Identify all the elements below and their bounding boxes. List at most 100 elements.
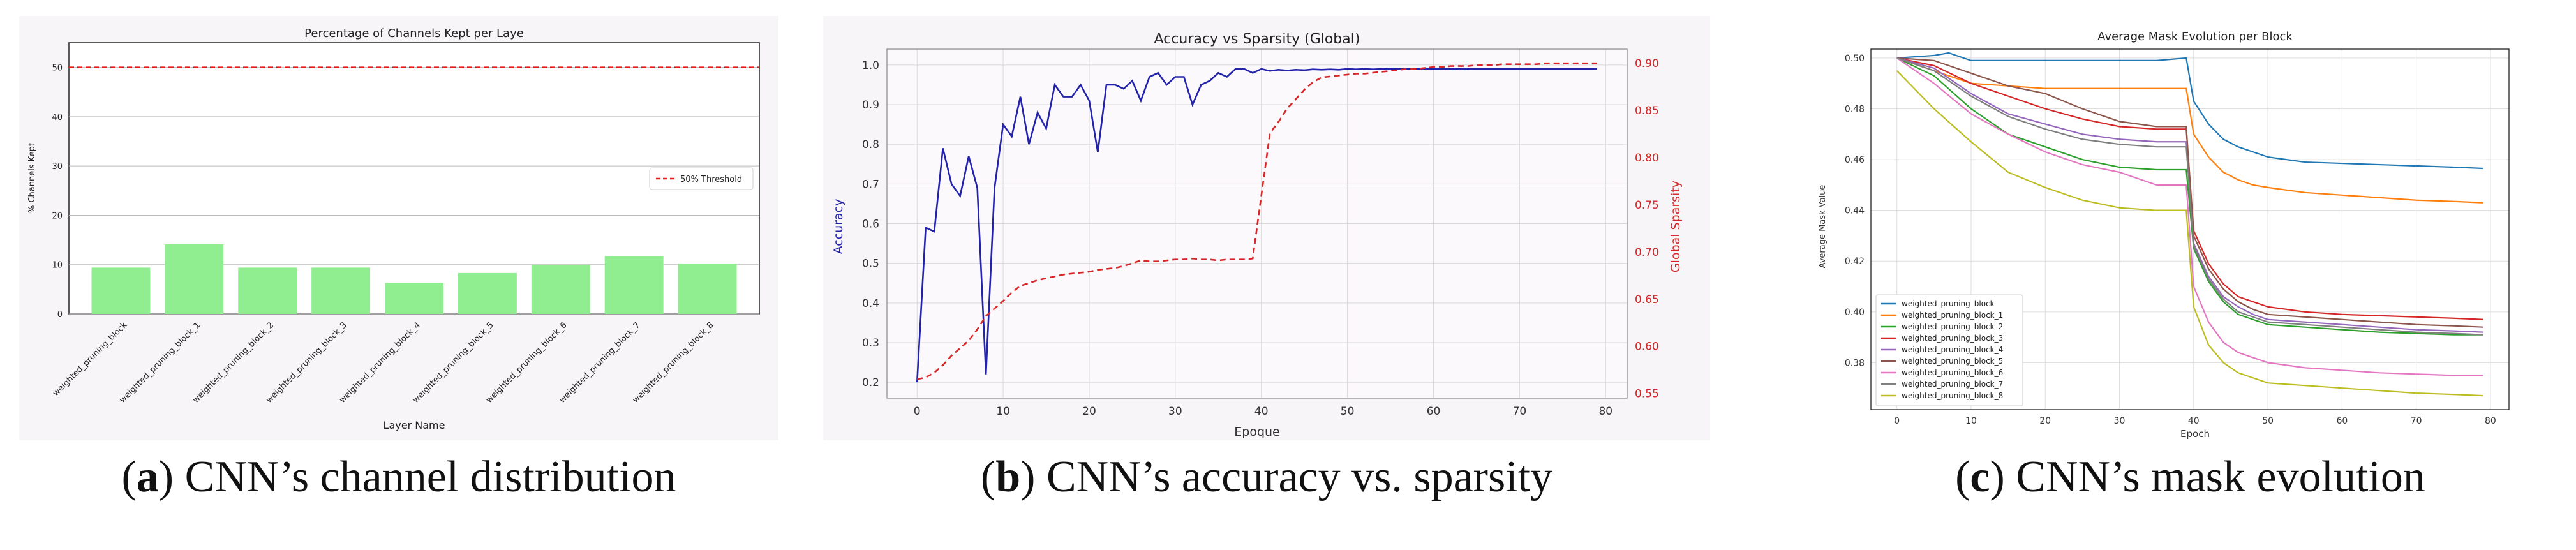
y-right-tick-label: 0.80 (1635, 152, 1659, 165)
y-tick-label: 0.7 (862, 178, 879, 191)
x-tick-label: 60 (1427, 405, 1441, 418)
x-tick-label: 10 (996, 405, 1010, 418)
x-tick-label: 20 (1082, 405, 1096, 418)
x-tick-label: 30 (1168, 405, 1182, 418)
y-tick-label: 0.9 (862, 99, 879, 112)
series-line (1896, 57, 2483, 336)
x-tick-label: 40 (2188, 416, 2200, 426)
y-tick-label: 10 (52, 261, 63, 271)
chart-a-legend: 50% Threshold (649, 167, 754, 190)
caption-c: (c) CNN’s mask evolution (1955, 452, 2425, 502)
x-tick-label: 40 (1254, 405, 1269, 418)
bar (678, 264, 737, 314)
legend-label: weighted_pruning_block_5 (1902, 357, 2003, 366)
bar (91, 267, 151, 314)
chart-b-title: Accuracy vs Sparsity (Global) (1154, 31, 1360, 47)
y-right-tick-label: 0.90 (1635, 57, 1659, 70)
y-tick-label: 0.38 (1845, 358, 1865, 368)
series-line (1896, 70, 2483, 397)
y-tick-label: 30 (52, 162, 63, 172)
chart-c-title: Average Mask Evolution per Block (2097, 30, 2293, 43)
series-line (1896, 57, 2483, 376)
y-tick-label: 0.6 (862, 218, 879, 231)
x-tick-label: 20 (2039, 416, 2051, 426)
chart-a-ylabel: % Channels Kept (27, 143, 37, 213)
caption-a: (a) CNN’s channel distribution (121, 452, 676, 502)
panel-c: Average Mask Evolution per Block Epoch A… (1812, 16, 2568, 440)
y-tick-label: 20 (52, 211, 63, 221)
caption-b-letter: b (995, 452, 1021, 502)
x-tick-label: 0 (1894, 416, 1900, 426)
y-tick-label: 1.0 (862, 59, 879, 72)
y-right-tick-label: 0.65 (1635, 294, 1659, 306)
x-tick-label: 70 (2411, 416, 2422, 426)
y-tick-label: 0.50 (1845, 54, 1865, 64)
y-tick-label: 0.44 (1845, 206, 1865, 216)
x-tick-label: 0 (914, 405, 921, 418)
y-tick-label: 0.46 (1845, 155, 1865, 165)
legend-label: weighted_pruning_block_7 (1902, 380, 2003, 389)
legend-box (1875, 294, 2023, 406)
chart-b-ylabel-right: Global Sparsity (1669, 181, 1683, 272)
series-line (1896, 57, 2483, 320)
panel-a: Percentage of Channels Kept per Laye Lay… (19, 16, 778, 440)
y-tick-label: 0.4 (862, 297, 879, 310)
y-tick-label: 0.5 (862, 258, 879, 271)
x-tick-label: 70 (1513, 405, 1527, 418)
x-tick-label: 80 (2485, 416, 2496, 426)
series-line (1896, 57, 2483, 204)
accuracy-line (916, 68, 1597, 383)
chart-c-legend: weighted_pruning_block weighted_pruning_b… (1875, 294, 2023, 406)
caption-b-text: CNN’s accuracy vs. sparsity (1046, 452, 1553, 502)
x-tick-label: 10 (1965, 416, 1977, 426)
legend-label: weighted_pruning_block_3 (1902, 334, 2003, 343)
legend-label: weighted_pruning_block_2 (1902, 322, 2003, 331)
caption-c-text: CNN’s mask evolution (2016, 452, 2425, 502)
y-tick-label: 0.42 (1845, 256, 1865, 267)
y-tick-label: 0.48 (1845, 105, 1865, 115)
bar (458, 272, 517, 314)
chart-a: Percentage of Channels Kept per Laye Lay… (19, 16, 778, 440)
x-tick-label: 50 (1341, 405, 1355, 418)
y-right-tick-label: 0.60 (1635, 341, 1659, 353)
panel-b: Accuracy vs Sparsity (Global) Epoque Acc… (823, 16, 1710, 440)
caption-a-text: CNN’s channel distribution (184, 452, 676, 502)
y-tick-label: 0.40 (1845, 308, 1865, 318)
chart-b-xlabel: Epoque (1234, 425, 1279, 439)
series-line (1896, 57, 2483, 328)
y-right-tick-label: 0.55 (1635, 388, 1659, 401)
legend-label: weighted_pruning_block_4 (1902, 345, 2003, 354)
y-right-tick-label: 0.85 (1635, 105, 1659, 117)
caption-c-letter: c (1970, 452, 1990, 502)
caption-a-letter: a (136, 452, 159, 502)
caption-b: (b) CNN’s accuracy vs. sparsity (980, 452, 1553, 502)
bar (604, 256, 664, 314)
y-tick-label: 0.2 (862, 376, 879, 389)
y-tick-label: 50 (52, 64, 63, 73)
x-tick-label: 30 (2114, 416, 2126, 426)
chart-a-xlabel: Layer Name (383, 419, 445, 431)
chart-a-title: Percentage of Channels Kept per Laye (304, 27, 524, 40)
legend-label: weighted_pruning_block_6 (1902, 368, 2003, 377)
bar (531, 265, 590, 314)
chart-b: Accuracy vs Sparsity (Global) Epoque Acc… (823, 16, 1710, 440)
chart-c: Average Mask Evolution per Block Epoch A… (1812, 16, 2568, 440)
bar (238, 267, 297, 314)
bar (311, 267, 371, 314)
y-tick-label: 40 (52, 113, 63, 123)
series-line (1896, 57, 2483, 333)
y-tick-label: 0 (57, 310, 63, 320)
x-tick-label: 80 (1598, 405, 1612, 418)
y-right-tick-label: 0.70 (1635, 246, 1659, 259)
y-right-tick-label: 0.75 (1635, 199, 1659, 212)
x-tick-label: 60 (2336, 416, 2348, 426)
legend-label: weighted_pruning_block_8 (1902, 391, 2003, 400)
series-line (1896, 57, 2483, 336)
y-tick-label: 0.8 (862, 138, 879, 151)
series-line (1896, 52, 2483, 170)
legend-label: weighted_pruning_block_1 (1902, 311, 2003, 320)
chart-c-xlabel: Epoch (2180, 428, 2210, 440)
legend-threshold-label: 50% Threshold (680, 175, 742, 184)
chart-c-ylabel: Average Mask Value (1818, 185, 1828, 269)
bar (385, 283, 443, 314)
